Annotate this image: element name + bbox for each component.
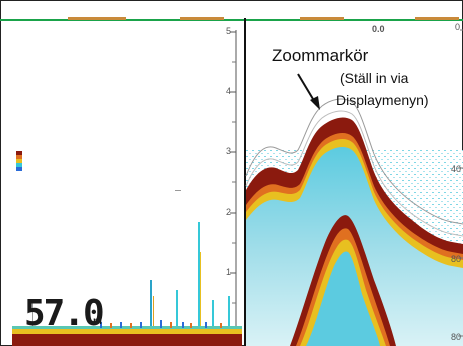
- depth-scale-label: 4: [226, 86, 232, 96]
- color-legend: [16, 151, 22, 171]
- right-scale-label: 80: [451, 332, 462, 342]
- depth-scale-label: 1: [226, 267, 232, 277]
- left-bottom-strip: [12, 320, 242, 346]
- depth-unit: m: [93, 316, 102, 327]
- annotation-note-line1: (Ställ in via: [340, 70, 409, 86]
- depth-scale-label: 2: [226, 207, 232, 217]
- secondary-echo: [290, 215, 396, 346]
- zoom-markers: [245, 98, 463, 237]
- right-scale-label: 80: [451, 254, 462, 264]
- arrow-icon: [297, 73, 320, 110]
- depth-scale: [230, 30, 237, 346]
- right-scale-label: 0: [455, 22, 461, 32]
- annotation-title: Zoommarkör: [272, 46, 369, 65]
- top-range-label: 0.0: [372, 24, 385, 34]
- range-markers: [68, 17, 459, 20]
- depth-scale-label: 3: [226, 146, 232, 156]
- annotation-note-line2: Displaymenyn): [336, 92, 429, 108]
- right-scale-ticks: [458, 29, 463, 337]
- depth-scale-label: 5: [226, 26, 232, 36]
- depth-readout: 57.0: [24, 293, 105, 334]
- right-scale-label: 40: [451, 164, 462, 174]
- a-scope-echoes: [32, 190, 230, 326]
